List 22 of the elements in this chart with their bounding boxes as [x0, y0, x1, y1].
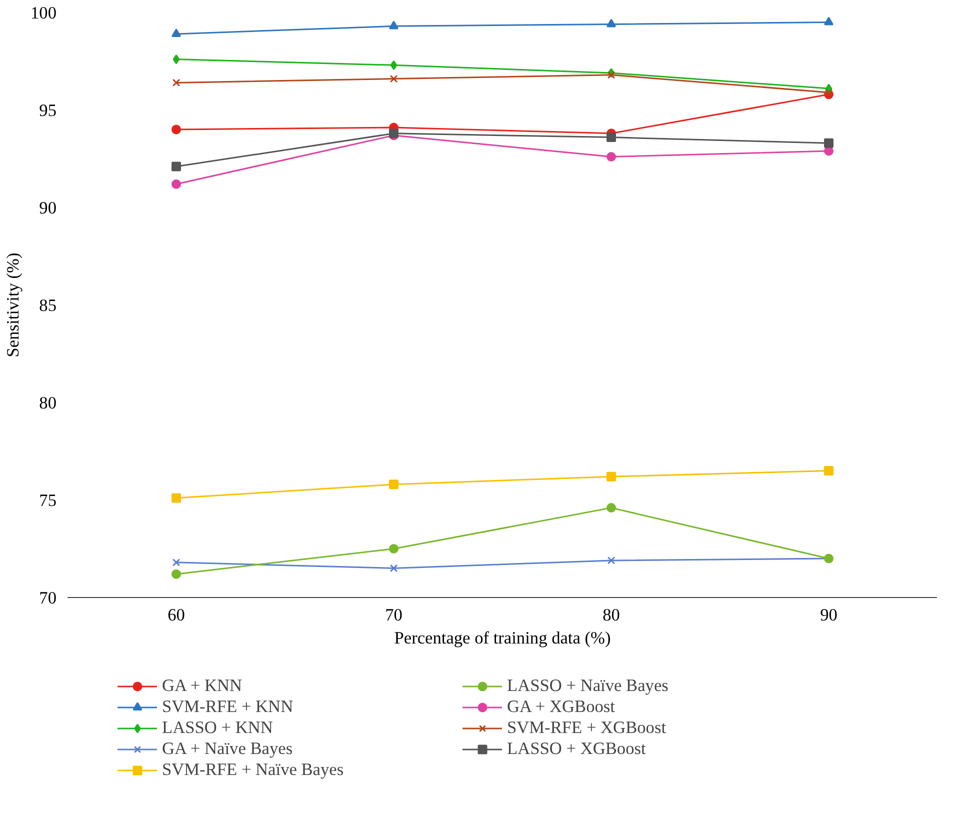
y-tick-label: 100: [30, 4, 57, 22]
legend-label: GA + XGBoost: [507, 696, 616, 717]
x-tick-label: 80: [602, 606, 620, 624]
legend-label: GA + Naïve Bayes: [162, 738, 294, 759]
y-tick-label: 85: [39, 296, 56, 315]
x-axis-title: Percentage of training data (%): [394, 628, 611, 648]
x-tick-label: 70: [385, 606, 402, 624]
legend-label: SVM-RFE + KNN: [162, 696, 294, 717]
y-tick-label: 80: [39, 394, 56, 412]
x-tick-label: 60: [168, 606, 185, 624]
y-tick-label: 95: [39, 101, 56, 120]
legend-label: SVM-RFE + XGBoost: [507, 717, 668, 738]
y-tick-label: 70: [39, 588, 56, 608]
legend-label: SVM-RFE + Naïve Bayes: [162, 759, 345, 780]
legend-label: LASSO + KNN: [162, 717, 274, 738]
y-tick-label: 90: [39, 198, 56, 218]
y-tick-label: 75: [39, 491, 56, 510]
legend-label: LASSO + Naïve Bayes: [507, 675, 670, 696]
legend-label: GA + KNN: [162, 675, 244, 696]
legend-label: LASSO + XGBoost: [507, 738, 647, 759]
y-axis-title: Sensitivity (%): [4, 252, 23, 358]
x-tick-label: 90: [820, 606, 838, 624]
